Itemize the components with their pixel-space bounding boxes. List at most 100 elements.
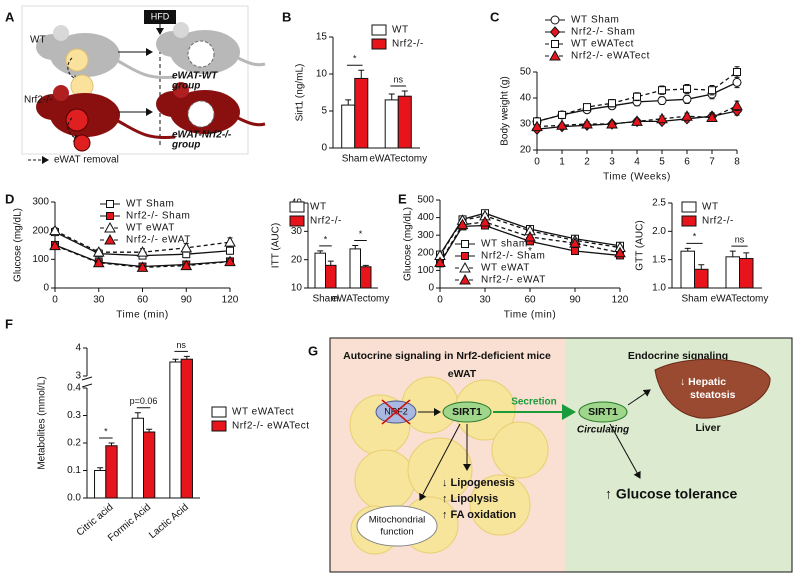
legend-marker: [461, 252, 469, 260]
x-tick-label: 3: [609, 157, 615, 168]
error-bar: [134, 412, 141, 419]
x-tick-label: 90: [569, 295, 581, 306]
error-bar: [108, 442, 115, 446]
marker: [180, 241, 193, 253]
group-name: eWAT-WT: [172, 71, 218, 82]
legend-marker: [106, 200, 114, 208]
marker: [524, 230, 536, 242]
annotation: *: [359, 229, 363, 239]
legend-swatch: [681, 201, 697, 213]
effect-label: ↑ FA oxidation: [442, 509, 516, 521]
sirt1-node: [578, 401, 628, 423]
hfd-box: [144, 10, 176, 24]
marker: [49, 224, 61, 236]
x-tick-label: 2: [584, 157, 590, 168]
marker: [224, 236, 236, 247]
x-tick-label: 60: [137, 295, 149, 306]
legend-label: eWAT removal: [54, 155, 119, 166]
y-tick-label: 0.0: [67, 493, 81, 504]
y-tick-label: 400: [417, 212, 434, 223]
legend-swatch: [681, 215, 697, 227]
liver-label: Liver: [695, 422, 720, 434]
panel-label: G: [308, 343, 318, 358]
marker: [631, 115, 643, 126]
error-bar: [317, 250, 324, 254]
marker: [614, 246, 626, 258]
circulating-label: Circulating: [577, 425, 629, 436]
y-axis-label: Glucose (mg/dL): [403, 207, 414, 281]
legend-swatch: [211, 420, 227, 432]
annotation: *: [528, 246, 532, 257]
legend-marker: [549, 26, 561, 38]
x-tick-label: 0: [534, 157, 540, 168]
series-line: [536, 71, 738, 123]
hepatic-label: steatosis: [690, 389, 736, 401]
legend-label: Nrf2-/- eWATect: [571, 51, 650, 62]
legend-swatch: [289, 201, 305, 213]
error-bar: [327, 260, 334, 266]
liver: [654, 358, 771, 419]
legend-label: WT Sham: [126, 199, 174, 210]
x-tick-label: 6: [684, 157, 690, 168]
marker: [658, 86, 666, 95]
marker: [226, 246, 234, 255]
legend-label: Nrf2-/- Sham: [126, 211, 190, 222]
panel-g: G Autocrine signaling in Nrf2-deficient …: [308, 337, 793, 573]
marker: [456, 218, 469, 230]
legend-label: Nrf2-/-: [702, 216, 734, 227]
mouse-wt: [36, 25, 176, 80]
y-axis-label: Glucose (mg/dL): [13, 208, 24, 282]
marker: [657, 96, 667, 106]
y-tick-label: 30: [520, 119, 532, 130]
y-tick-label: 20: [520, 145, 532, 156]
y-tick-label: 1.0: [652, 283, 666, 294]
marker: [682, 94, 692, 104]
panel-a: A HFD WT Nrf2-: [5, 5, 266, 166]
y-tick-label: 100: [417, 265, 434, 276]
sirt1-node: [442, 401, 492, 423]
legend-marker: [104, 221, 116, 233]
error-bar: [743, 252, 750, 259]
y-tick-label: 0: [428, 283, 434, 294]
series-line: [439, 221, 621, 263]
bar: [94, 470, 107, 499]
error-bar: [352, 245, 359, 249]
legend-label: WT: [702, 202, 719, 213]
bar: [384, 99, 399, 149]
secretion-label: Secretion: [511, 397, 557, 408]
annotation: ns: [176, 340, 186, 350]
x-tick-label: 4: [634, 157, 640, 168]
legend-swatch: [371, 24, 387, 36]
legend-swatch: [289, 215, 305, 227]
group-label: WT: [30, 35, 46, 46]
x-tick-label: eWATectomy: [332, 294, 390, 305]
x-tick-label: 30: [479, 295, 491, 306]
bar: [397, 95, 412, 149]
y-tick-label: 0.4: [67, 383, 81, 394]
y-axis-label: ITT (AUC): [271, 223, 282, 268]
y-tick-label: 5: [321, 106, 327, 117]
legend-marker: [104, 233, 116, 245]
legend-marker: [551, 40, 559, 48]
legend-label: WT: [392, 25, 409, 36]
marker: [136, 261, 149, 272]
bar: [180, 358, 193, 499]
bar: [143, 431, 156, 499]
y-tick-label: 0.1: [67, 465, 81, 476]
panel-label: F: [5, 316, 13, 331]
group-name: group: [171, 140, 200, 151]
y-axis-label: GTT (AUC): [635, 220, 646, 270]
y-axis-label: Sirt1 (ng/mL): [295, 64, 306, 122]
legend-label: WT Sham: [571, 15, 619, 26]
y-tick-label: 1.5: [652, 254, 666, 265]
error-bar: [401, 90, 408, 97]
bar: [360, 266, 372, 289]
hfd-label: HFD: [151, 11, 170, 21]
x-tick-label: 1: [559, 157, 565, 168]
panel-label: D: [5, 191, 14, 206]
marker: [656, 112, 668, 124]
marker: [479, 215, 491, 227]
error-bar: [388, 93, 395, 100]
frame: [329, 337, 793, 573]
